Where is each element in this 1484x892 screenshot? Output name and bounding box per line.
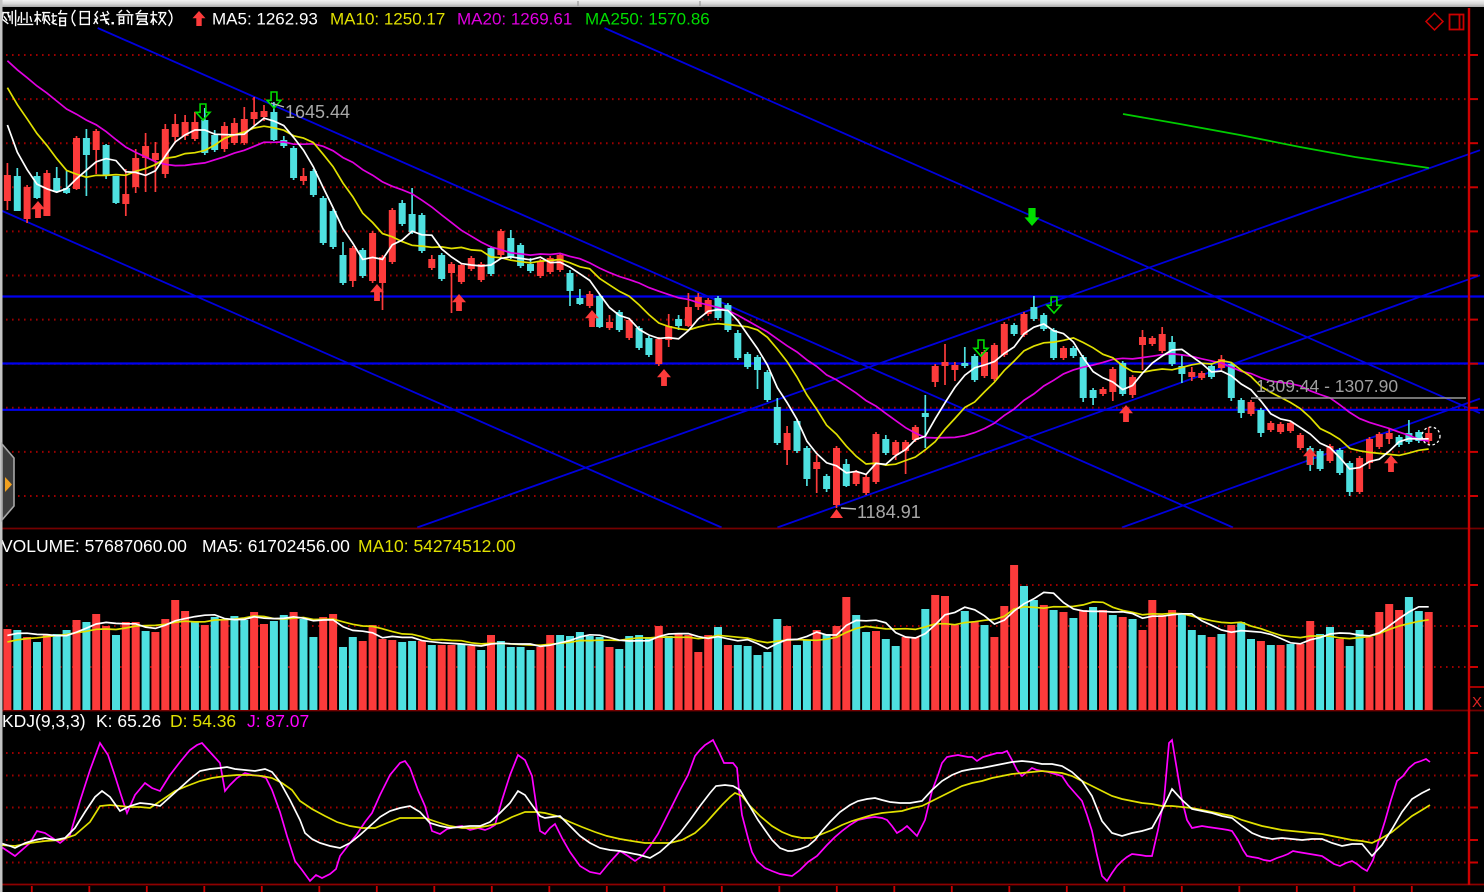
svg-text:1309.44 - 1307.90: 1309.44 - 1307.90 bbox=[1256, 376, 1398, 396]
svg-text:1184.91: 1184.91 bbox=[857, 502, 921, 522]
svg-text:MA5: 1262.93: MA5: 1262.93 bbox=[212, 10, 318, 29]
svg-text:KDJ(9,3,3): KDJ(9,3,3) bbox=[2, 711, 86, 731]
svg-text:D: 54.36: D: 54.36 bbox=[170, 711, 236, 731]
svg-text:MA10: 1250.17: MA10: 1250.17 bbox=[330, 10, 445, 29]
svg-text:VOLUME: 57687060.00: VOLUME: 57687060.00 bbox=[1, 536, 187, 556]
svg-text:MA20: 1269.61: MA20: 1269.61 bbox=[457, 10, 572, 29]
svg-text:MA250: 1570.86: MA250: 1570.86 bbox=[585, 10, 710, 29]
svg-text:1645.44: 1645.44 bbox=[285, 102, 350, 122]
svg-text:J: 87.07: J: 87.07 bbox=[247, 711, 309, 731]
svg-text:X: X bbox=[1472, 694, 1482, 711]
svg-text:MA10: 54274512.00: MA10: 54274512.00 bbox=[358, 536, 516, 556]
svg-text:K: 65.26: K: 65.26 bbox=[96, 711, 161, 731]
svg-text:MA5: 61702456.00: MA5: 61702456.00 bbox=[202, 536, 350, 556]
